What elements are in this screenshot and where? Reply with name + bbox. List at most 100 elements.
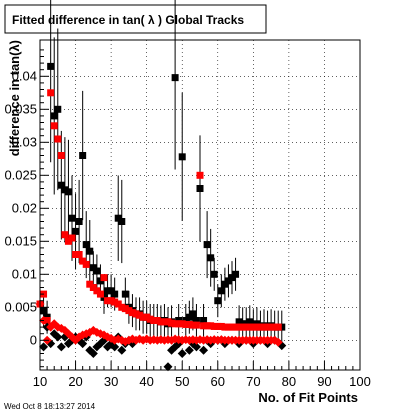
data-point-square: [200, 322, 208, 330]
data-point-square: [100, 293, 108, 301]
data-point-square: [118, 303, 126, 311]
data-point-diamond: [110, 342, 120, 352]
data-point-diamond: [191, 342, 201, 352]
data-point-square: [175, 320, 183, 328]
data-point-square: [89, 264, 97, 272]
data-point-square: [125, 307, 133, 315]
data-point-square: [111, 290, 119, 298]
data-point-square: [136, 311, 144, 319]
data-point-square: [121, 305, 129, 313]
data-point-square: [203, 241, 211, 249]
data-point-square: [96, 277, 104, 285]
data-point-square: [40, 307, 48, 315]
data-point-square: [100, 274, 108, 282]
data-point-square: [192, 321, 200, 329]
x-tick-label: 40: [139, 374, 153, 389]
data-point-diamond: [184, 345, 194, 355]
data-point-square: [146, 315, 154, 323]
timestamp: Wed Oct 8 18:13:27 2014: [4, 402, 96, 411]
data-point-square: [242, 323, 250, 331]
data-point-square: [93, 287, 101, 295]
data-point-square: [153, 317, 161, 324]
y-tick-label: 0.01: [12, 266, 37, 281]
data-point-square: [217, 287, 225, 295]
data-point-square: [260, 323, 268, 331]
data-point-square: [86, 280, 94, 288]
data-point-square: [189, 310, 197, 318]
x-tick-label: 90: [317, 374, 331, 389]
x-tick-label: 70: [246, 374, 260, 389]
data-point-square: [104, 297, 112, 305]
data-point-square: [139, 313, 147, 321]
data-point-diamond: [88, 349, 98, 358]
data-point-square: [200, 317, 208, 324]
data-point-square: [128, 309, 136, 317]
data-point-square: [210, 270, 218, 278]
data-point-square: [246, 323, 254, 331]
data-point-square: [75, 251, 83, 258]
data-point-square: [96, 290, 104, 298]
data-point-square: [203, 322, 211, 330]
data-point-square: [79, 152, 87, 159]
data-point-square: [235, 323, 243, 331]
data-point-square: [82, 260, 90, 268]
y-tick-label: 0.025: [4, 167, 37, 182]
data-point-diamond: [78, 339, 88, 349]
error-bars: [43, 0, 283, 344]
data-point-square: [107, 297, 115, 305]
data-point-square: [150, 317, 158, 324]
data-point-square: [221, 323, 229, 331]
y-tick-label: 0.02: [12, 200, 37, 215]
x-tick-label: 100: [349, 374, 371, 389]
data-point-square: [54, 105, 62, 113]
data-point-square: [143, 313, 151, 321]
y-tick-label: 0.04: [12, 68, 37, 83]
data-point-square: [221, 280, 229, 288]
data-point-square: [207, 322, 215, 330]
data-point-square: [132, 310, 140, 318]
data-point-diamond: [53, 332, 63, 342]
data-point-square: [217, 322, 225, 330]
x-tick-label: 80: [282, 374, 296, 389]
data-point-diamond: [56, 342, 66, 352]
data-point-square: [232, 270, 240, 278]
data-point-diamond: [177, 349, 187, 358]
y-tick-label: 0.005: [4, 299, 37, 314]
data-point-square: [107, 287, 115, 295]
y-tick-label: 0.035: [4, 101, 37, 116]
data-point-square: [185, 313, 193, 321]
data-point-square: [50, 112, 58, 120]
data-point-square: [82, 241, 90, 249]
data-point-square: [72, 251, 80, 258]
data-point-square: [178, 320, 186, 328]
data-point-square: [228, 274, 236, 282]
data-point-square: [256, 323, 264, 331]
data-point-square: [274, 323, 282, 331]
data-point-square: [228, 323, 236, 331]
y-tick-label: 0: [30, 332, 37, 347]
plot-frame: [39, 39, 361, 371]
data-point-square: [64, 188, 72, 196]
data-point-square: [214, 322, 222, 330]
data-point-square: [86, 247, 94, 255]
data-point-square: [61, 231, 69, 239]
data-point-diamond: [199, 345, 209, 355]
data-point-square: [224, 323, 232, 331]
x-tick-label: 20: [68, 374, 82, 389]
data-point-square: [57, 152, 65, 159]
data-point-square: [214, 297, 222, 305]
data-marks: [35, 62, 287, 372]
data-point-square: [182, 317, 190, 324]
data-point-square: [264, 323, 272, 331]
x-tick-label: 50: [175, 374, 189, 389]
x-axis-label: No. of Fit Points: [258, 390, 358, 405]
data-point-square: [171, 74, 179, 82]
data-point-square: [61, 186, 69, 194]
data-point-square: [54, 135, 62, 143]
data-point-square: [118, 218, 126, 225]
data-point-square: [104, 287, 112, 295]
axis-ticks: 10 20 30 40 50 60 70 80 90 100 0 0.005 0.01 0.015 0.02…: [4, 49, 371, 389]
x-tick-label: 10: [33, 374, 47, 389]
data-point-square: [185, 320, 193, 328]
